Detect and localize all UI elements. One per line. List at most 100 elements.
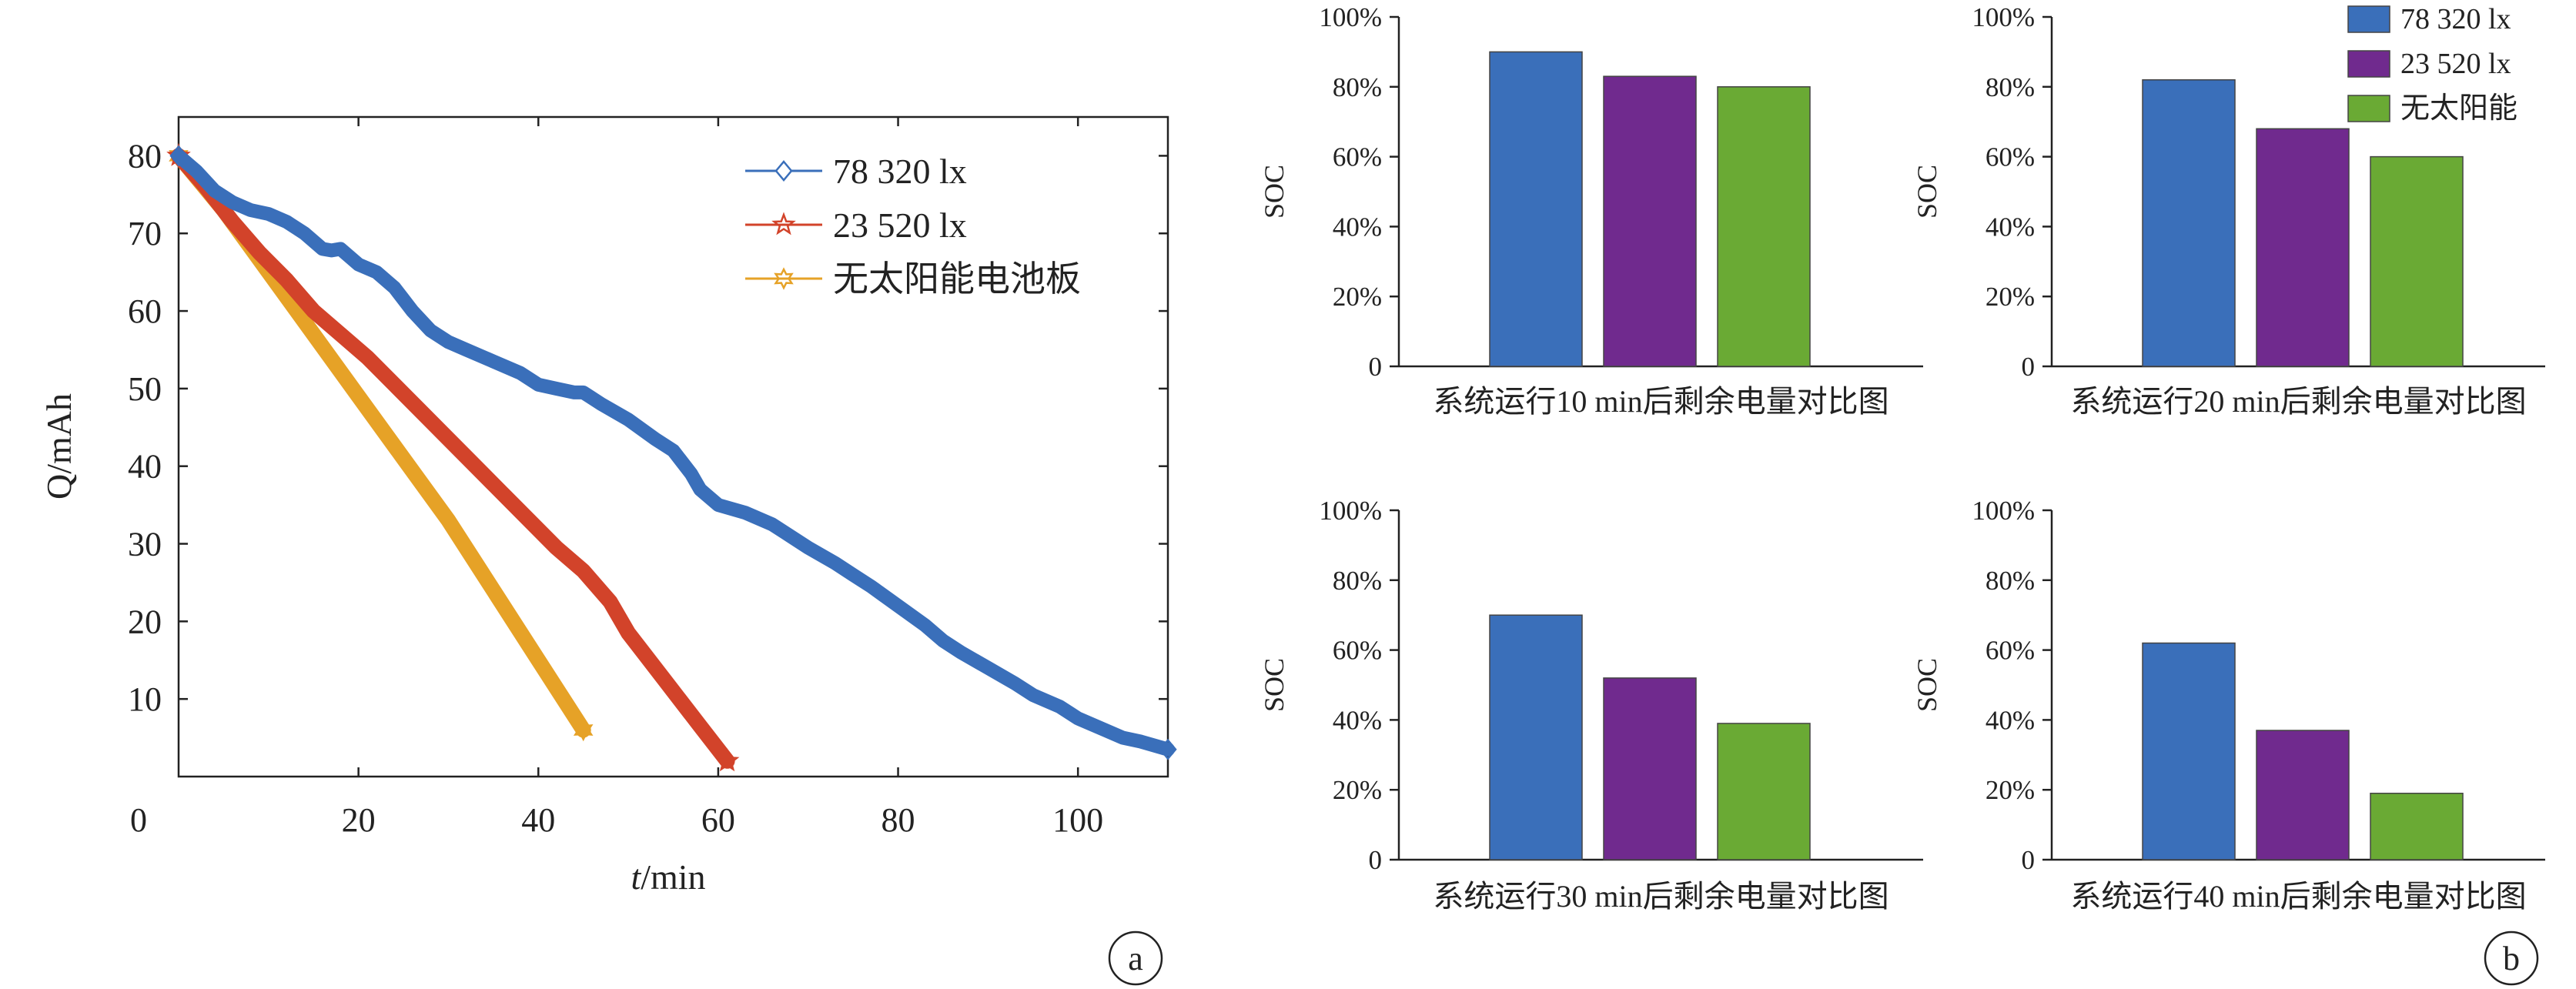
legend-swatch [2347, 50, 2390, 78]
y-tick-label: 20% [1333, 282, 1382, 312]
y-axis-title: Q/mAh [39, 393, 79, 500]
bar-chart-4: 0 20% 40% 60% 80% 100% SOC 系统运行40 min后剩余电量对比图 [1912, 496, 2545, 914]
chart-caption: 系统运行30 min后剩余电量对比图 [1433, 879, 1889, 914]
y-axis-title: SOC [1912, 165, 1942, 219]
series-end-marker-2 [714, 748, 740, 772]
y-tick-label: 30 [128, 526, 162, 563]
panel-badge-b: b [2484, 931, 2539, 986]
bar-2 [1603, 677, 1697, 860]
y-tick-label: 80% [1333, 566, 1382, 596]
bar-legend: 78 320 lx 23 520 lx 无太阳能 [2347, 3, 2517, 125]
badge-label: b [2503, 940, 2520, 977]
series-line-2 [171, 148, 735, 769]
legend: 78 320 lx 23 520 lx 无太阳能电池板 [745, 152, 1081, 299]
bar-2 [1603, 75, 1697, 367]
chart-caption: 系统运行10 min后剩余电量对比图 [1433, 384, 1889, 419]
y-tick-label: 40 [128, 448, 162, 486]
y-tick-label: 100% [1319, 2, 1382, 32]
x-tick-label: 40 [521, 801, 555, 839]
y-tick-label: 100% [1972, 496, 2035, 526]
y-tick-label: 100% [1319, 496, 1382, 526]
y-tick-label: 40% [1333, 705, 1382, 735]
bar-3 [2370, 792, 2464, 860]
bar-2 [2256, 730, 2350, 860]
y-tick-label: 20% [1333, 775, 1382, 805]
series-line-3 [171, 148, 591, 738]
y-tick-label: 0 [2022, 352, 2036, 382]
bar-chart-1: 0 20% 40% 60% 80% 100% SOC 系统运行10 min后剩余电量对比图 [1259, 2, 1923, 419]
x-tick-label: 20 [342, 801, 376, 839]
bar-legend-entry-1: 78 320 lx [2347, 3, 2511, 35]
legend-label: 78 320 lx [2400, 3, 2511, 35]
badge-circle [2484, 931, 2539, 986]
legend-label: 78 320 lx [833, 152, 967, 191]
line-chart-panel-a: 10 20 30 40 50 60 70 80 20 40 60 80 100 0 Q/mAh t/m… [39, 115, 1177, 986]
y-tick-label: 0 [1369, 352, 1383, 382]
series-end-marker-3 [573, 718, 594, 742]
y-tick-label: 80% [1986, 566, 2035, 596]
legend-entry-2: 23 520 lx [745, 205, 967, 245]
legend-swatch [2347, 95, 2390, 122]
x-axis-ticks: 20 40 60 80 100 [342, 117, 1103, 839]
y-tick-label: 50 [128, 370, 162, 408]
bar-1 [1489, 51, 1583, 367]
y-tick-label: 70 [128, 215, 162, 252]
legend-entry-1: 78 320 lx [745, 152, 967, 191]
series-line-1 [172, 149, 1175, 757]
y-tick-label: 60% [1986, 636, 2035, 666]
series-layer [166, 142, 1177, 772]
bar-3 [2370, 155, 2464, 367]
bar-2 [2256, 128, 2350, 367]
x-tick-label: 80 [882, 801, 915, 839]
bar-charts-panel-b: 0 20% 40% 60% 80% 100% SOC 系统运行10 min后剩余电量对比图 0 2… [1259, 2, 2545, 914]
legend-marker [774, 160, 793, 182]
x-tick-label: 100 [1052, 801, 1103, 839]
bar-legend-entry-2: 23 520 lx [2347, 48, 2511, 80]
bar-chart-2: 0 20% 40% 60% 80% 100% SOC 系统运行20 min后剩余电量对比图 [1912, 2, 2545, 419]
y-tick-label: 100% [1972, 2, 2035, 32]
bar-1 [2142, 642, 2236, 860]
legend-swatch [2347, 5, 2390, 33]
legend-marker [774, 267, 794, 290]
y-tick-label: 80 [128, 137, 162, 175]
plot-frame [177, 115, 1169, 778]
y-tick-label: 20% [1986, 282, 2035, 312]
y-tick-label: 60% [1333, 636, 1382, 666]
legend-label: 无太阳能 [2400, 92, 2517, 125]
bar-3 [1717, 86, 1811, 367]
y-tick-label: 40% [1986, 212, 2035, 242]
y-tick-label: 80% [1333, 72, 1382, 102]
legend-label: 无太阳能电池板 [833, 259, 1081, 299]
bar-chart-3: 0 20% 40% 60% 80% 100% SOC 系统运行30 min后剩余电量对比图 [1259, 496, 1923, 914]
badge-label: a [1128, 940, 1143, 977]
legend-marker [771, 212, 796, 236]
y-tick-label: 20% [1986, 775, 2035, 805]
y-tick-label: 0 [1369, 845, 1383, 875]
y-tick-label: 40% [1333, 212, 1382, 242]
legend-entry-3: 无太阳能电池板 [745, 259, 1081, 299]
bar-3 [1717, 723, 1811, 860]
y-tick-label: 60 [128, 292, 162, 330]
y-tick-label: 20 [128, 603, 162, 640]
origin-label: 0 [130, 801, 147, 839]
x-tick-label: 60 [701, 801, 735, 839]
y-axis-title: SOC [1912, 658, 1942, 712]
y-tick-label: 80% [1986, 72, 2035, 102]
y-axis-ticks: 10 20 30 40 50 60 70 80 [128, 137, 1168, 718]
y-axis-title: SOC [1259, 165, 1290, 219]
chart-caption: 系统运行20 min后剩余电量对比图 [2070, 384, 2526, 419]
y-tick-label: 60% [1333, 142, 1382, 172]
y-axis-title: SOC [1259, 658, 1290, 712]
bar-legend-entry-3: 无太阳能 [2347, 92, 2517, 125]
bar-1 [2142, 79, 2236, 367]
legend-label: 23 520 lx [833, 205, 967, 245]
y-tick-label: 10 [128, 680, 162, 718]
y-tick-label: 0 [2022, 845, 2036, 875]
legend-label: 23 520 lx [2400, 48, 2511, 80]
y-tick-label: 60% [1986, 142, 2035, 172]
y-tick-label: 40% [1986, 705, 2035, 735]
bar-1 [1489, 614, 1583, 860]
series-end-marker-1 [1159, 738, 1177, 760]
series-start-marker-1 [169, 145, 188, 167]
